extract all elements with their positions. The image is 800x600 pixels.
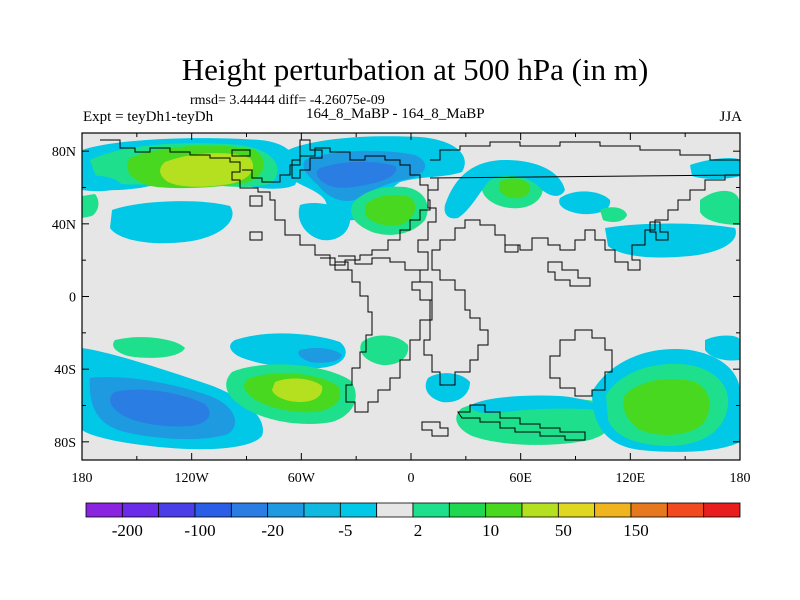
colorbar-swatch: [703, 502, 741, 518]
south-africa-green-patch: [360, 335, 409, 366]
colorbar-swatch: [267, 502, 305, 518]
west-pacific-green-edge: [700, 190, 740, 225]
antarctica-outline: [457, 404, 586, 441]
colorbar-swatch: [594, 502, 632, 518]
east-asia-cyan: [559, 191, 611, 215]
y-tick-label: 40N: [52, 218, 76, 233]
colorbar-swatch: [521, 502, 559, 518]
east-asia-green: [600, 207, 627, 223]
colorbar-label: 50: [555, 521, 572, 540]
indonesia-outline: [547, 261, 591, 287]
map-panel: [82, 133, 740, 460]
south-atlantic-yellow-core: [272, 378, 323, 402]
north-pacific-east-cyan: [605, 223, 736, 258]
europe-green-core: [365, 195, 416, 226]
colorbar-swatch: [448, 502, 487, 518]
colorbar-label: -100: [184, 521, 215, 540]
eurasia-africa-outline: [411, 141, 740, 386]
antarctic-peninsula-outline: [421, 421, 449, 437]
australia-green-core: [623, 378, 710, 435]
season-label: JJA: [719, 109, 742, 125]
chart-title: Height perturbation at 500 hPa (in m): [181, 52, 649, 87]
colorbar: [85, 502, 741, 518]
arctic-islands-outline: [231, 149, 519, 271]
west-edge-cyan-low: [110, 201, 233, 244]
colorbar-label: -20: [261, 521, 284, 540]
colorbar-swatch: [303, 502, 341, 518]
x-tick-label: 60E: [509, 471, 532, 486]
asia-cyan-ring: [444, 160, 565, 219]
colorbar-label: 150: [623, 521, 649, 540]
australia-outline: [549, 329, 613, 397]
atlantic-cyan-small: [298, 203, 351, 241]
central-asia-green-core: [498, 178, 531, 199]
colorbar-swatch: [339, 502, 378, 518]
colorbar-swatch: [194, 502, 232, 518]
greenland-outline: [291, 139, 323, 179]
case-label: 164_8_MaBP - 164_8_MaBP: [306, 106, 485, 122]
y-axis: 80N 40N 0 40S 80S: [52, 145, 740, 451]
y-tick-label: 80S: [54, 436, 76, 451]
south-pacific-green-strip: [113, 337, 185, 358]
colorbar-label: 2: [414, 521, 423, 540]
colorbar-swatch: [85, 502, 123, 518]
south-pacific-deep-blue-core: [110, 389, 210, 427]
colorbar-label: -5: [338, 521, 352, 540]
x-tick-label: 120W: [175, 471, 210, 486]
experiment-label: Expt = teyDh1-teyDh: [83, 109, 214, 125]
japan-outline: [649, 221, 669, 241]
y-tick-label: 40S: [54, 363, 76, 378]
colorbar-swatch: [485, 502, 523, 518]
x-axis: 180 120W 60W 0 60E 120E 180: [72, 133, 751, 486]
x-tick-label: 180: [730, 471, 751, 486]
north-america-outline: [100, 139, 431, 266]
colorbar-swatch: [666, 502, 705, 518]
north-atlantic-deep-blue-core: [316, 161, 397, 188]
colorbar-swatch: [376, 502, 414, 518]
south-atlantic-cyan-patch: [425, 373, 470, 403]
y-tick-label: 0: [69, 291, 76, 306]
x-tick-label: 0: [408, 471, 415, 486]
colorbar-swatch: [230, 502, 269, 518]
far-southeast-cyan-strip: [705, 335, 740, 361]
far-east-cyan-strip: [690, 157, 740, 179]
colorbar-labels: -200 -100 -20 -5 2 10 50 150: [112, 521, 649, 540]
y-tick-label: 80N: [52, 145, 76, 160]
south-america-outline: [320, 255, 433, 413]
colorbar-swatch: [158, 502, 196, 518]
x-tick-label: 120E: [616, 471, 646, 486]
west-edge-cyan-top: [82, 175, 122, 192]
colorbar-label: -200: [112, 521, 143, 540]
west-edge-green: [82, 194, 99, 218]
colorbar-swatch: [121, 502, 160, 518]
south-indian-cyan-ring: [470, 395, 598, 414]
colorbar-swatch: [557, 502, 596, 518]
x-tick-label: 180: [72, 471, 93, 486]
south-atlantic-blue-core: [298, 347, 342, 363]
colorbar-swatch: [412, 502, 450, 518]
colorbar-label: 10: [482, 521, 499, 540]
coastlines: [100, 139, 740, 441]
colorbar-swatch: [630, 502, 668, 518]
stats-line: rmsd= 3.44444 diff= -4.26075e-09: [190, 93, 385, 108]
x-tick-label: 60W: [288, 471, 316, 486]
